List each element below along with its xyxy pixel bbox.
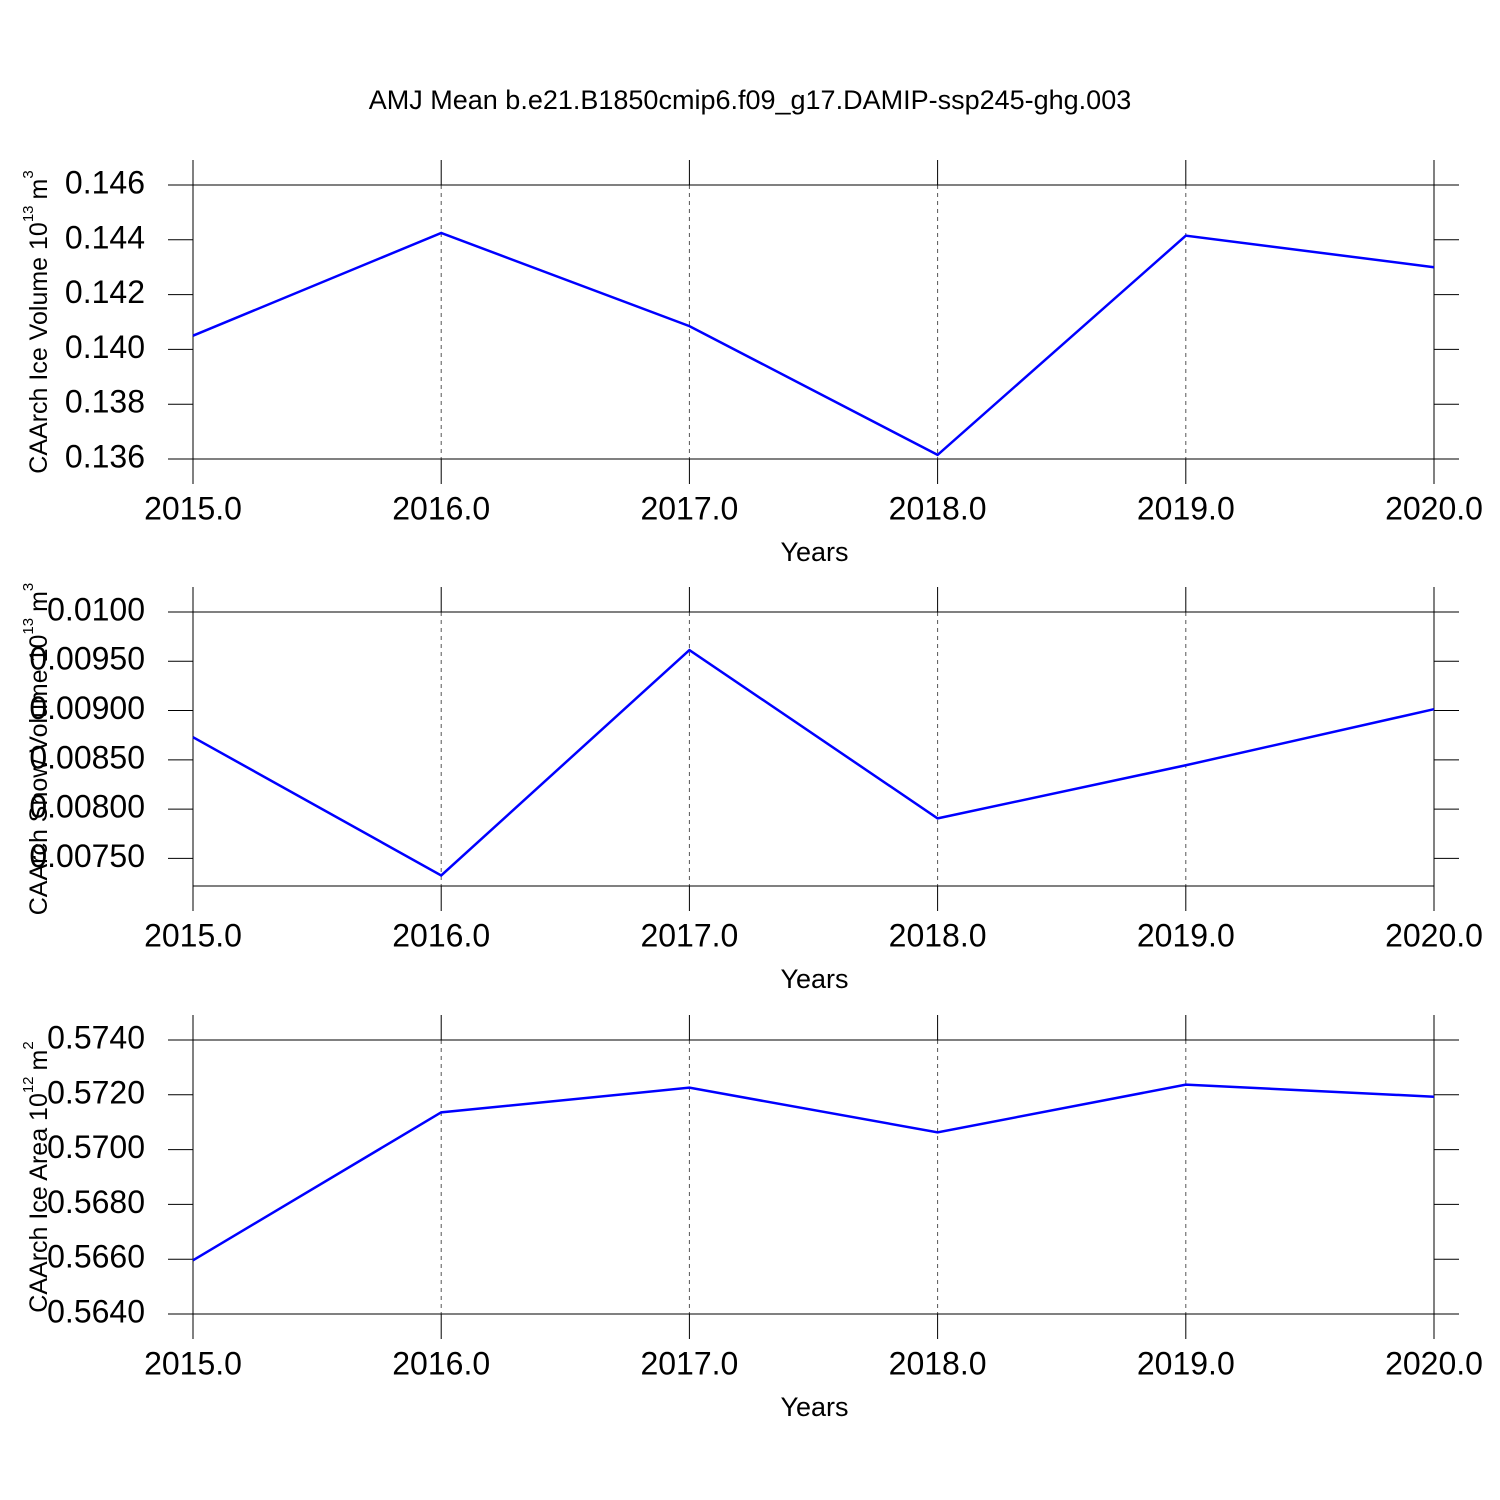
y-tick-label: 0.5720 — [47, 1074, 145, 1110]
x-tick-label: 2018.0 — [889, 1345, 987, 1381]
y-axis-label-unit-exp: 3 — [20, 170, 37, 178]
x-tick-label: 2018.0 — [889, 917, 987, 953]
y-axis-label-exp: 12 — [20, 1076, 37, 1093]
y-tick-label: 0.144 — [65, 219, 145, 255]
x-tick-label: 2019.0 — [1137, 1345, 1235, 1381]
y-tick-label: 0.142 — [65, 274, 145, 310]
y-tick-label: 0.5640 — [47, 1293, 145, 1329]
x-tick-label: 2019.0 — [1137, 917, 1235, 953]
plot-frame — [192, 611, 1435, 887]
y-tick-label: 0.5740 — [47, 1019, 145, 1055]
x-tick-label: 2020.0 — [1385, 1345, 1483, 1381]
x-tick-label: 2017.0 — [640, 490, 738, 526]
y-axis-label-exp: 13 — [20, 205, 37, 222]
plot-frame — [192, 184, 1435, 460]
data-line — [192, 231, 1435, 457]
y-axis-label-unit: m — [25, 591, 53, 612]
y-axis-label: CAArch Ice Volume 1013 m3 — [20, 170, 53, 473]
y-tick-label: 0.00900 — [29, 690, 145, 726]
y-tick-label: 0.138 — [65, 384, 145, 420]
chart-title: AMJ Mean b.e21.B1850cmip6.f09_g17.DAMIP-… — [369, 85, 1131, 115]
y-tick-label: 0.146 — [65, 164, 145, 200]
y-axis-label-unit: m — [25, 179, 53, 200]
x-tick-label: 2016.0 — [392, 917, 490, 953]
data-line — [192, 648, 1435, 877]
y-tick-label: 0.5700 — [47, 1129, 145, 1165]
data-line — [192, 1083, 1435, 1262]
x-tick-label: 2015.0 — [144, 1345, 242, 1381]
x-tick-label: 2017.0 — [640, 917, 738, 953]
x-tick-label: 2017.0 — [640, 1345, 738, 1381]
y-tick-label: 0.5660 — [47, 1239, 145, 1275]
x-tick-label: 2015.0 — [144, 490, 242, 526]
x-tick-label: 2016.0 — [392, 490, 490, 526]
y-axis-label-unit-exp: 2 — [20, 1041, 37, 1049]
x-tick-label: 2020.0 — [1385, 490, 1483, 526]
y-tick-label: 0.00750 — [29, 838, 145, 874]
y-tick-label: 0.140 — [65, 329, 145, 365]
x-tick-label: 2020.0 — [1385, 917, 1483, 953]
y-axis-label-text: CAArch Ice Area 10 — [25, 1093, 53, 1313]
y-axis-label-unit: m — [25, 1050, 53, 1071]
y-axis-label-text: CAArch Ice Volume 10 — [25, 222, 53, 474]
x-tick-label: 2015.0 — [144, 917, 242, 953]
y-tick-label: 0.136 — [65, 438, 145, 474]
y-axis-label: CAArch Snow Volume 1013 m3 — [20, 583, 53, 916]
x-tick-label: 2016.0 — [392, 1345, 490, 1381]
y-tick-label: 0.5680 — [47, 1184, 145, 1220]
y-axis-label: CAArch Ice Area 1012 m2 — [20, 1041, 53, 1312]
x-axis-label: Years — [780, 1392, 848, 1422]
y-tick-label: 0.00950 — [29, 641, 145, 677]
x-tick-label: 2019.0 — [1137, 490, 1235, 526]
y-tick-label: 0.0100 — [47, 591, 145, 627]
plot-frame — [192, 1039, 1435, 1315]
y-tick-label: 0.00800 — [29, 789, 145, 825]
y-axis-label-text: CAArch Snow Volume 10 — [25, 635, 53, 916]
y-axis-label-exp: 13 — [20, 618, 37, 635]
y-tick-label: 0.00850 — [29, 739, 145, 775]
x-tick-label: 2018.0 — [889, 490, 987, 526]
x-axis-label: Years — [780, 964, 848, 994]
y-axis-label-unit-exp: 3 — [20, 583, 37, 591]
x-axis-label: Years — [780, 537, 848, 567]
